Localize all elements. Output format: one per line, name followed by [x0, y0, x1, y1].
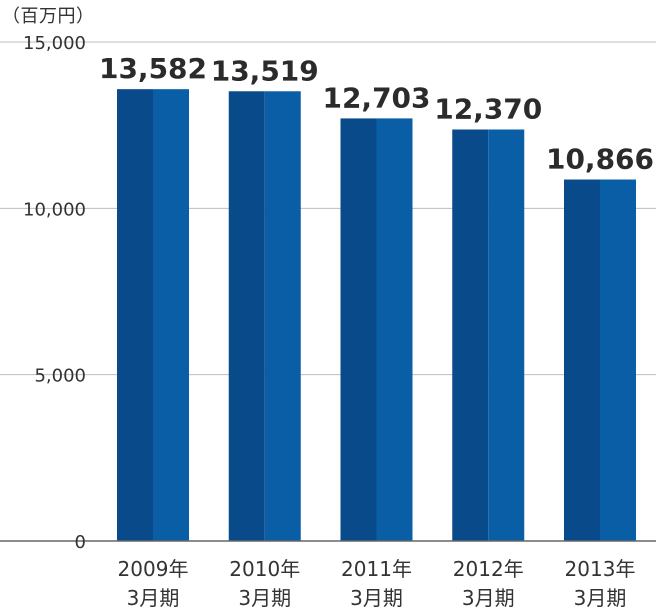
x-category-label: 3月期	[574, 586, 627, 610]
bar-value-label: 10,866	[546, 143, 654, 176]
x-category-label: 3月期	[462, 586, 515, 610]
y-tick-label: 5,000	[34, 366, 86, 387]
x-category-label: 3月期	[127, 586, 180, 610]
bars	[117, 89, 636, 542]
unit-label: （百万円）	[2, 6, 95, 27]
bar-value-label: 13,519	[211, 54, 319, 87]
y-tick-label: 15,000	[23, 33, 86, 54]
bar-value-label: 12,370	[434, 92, 542, 125]
bar-left-half	[452, 129, 489, 541]
y-tick-label: 0	[75, 532, 86, 553]
bar-right-half	[600, 179, 636, 541]
bar-right-half	[376, 118, 413, 541]
bar-value-label: 13,582	[99, 52, 207, 85]
bar-left-half	[228, 91, 265, 541]
bar-right-half	[488, 129, 525, 541]
labels: 0 5,000 10,000 15,000 13,582 2009年 3月期 13,519 20…	[23, 33, 654, 610]
x-category-label: 2009年	[118, 557, 189, 581]
x-category-label: 2010年	[229, 557, 300, 581]
y-tick-label: 10,000	[23, 199, 86, 220]
x-category-label: 3月期	[350, 586, 403, 610]
bar-value-label: 12,703	[322, 81, 430, 114]
bar-left-half	[564, 179, 600, 541]
bar-right-half	[264, 91, 301, 541]
gridlines	[0, 41, 656, 376]
x-category-label: 3月期	[238, 586, 291, 610]
x-category-label: 2011年	[341, 557, 412, 581]
bar-right-half	[153, 89, 189, 542]
bar-left-half	[340, 118, 377, 541]
bar-left-half	[117, 89, 153, 542]
x-category-label: 2012年	[453, 557, 524, 581]
x-category-label: 2013年	[565, 557, 636, 581]
